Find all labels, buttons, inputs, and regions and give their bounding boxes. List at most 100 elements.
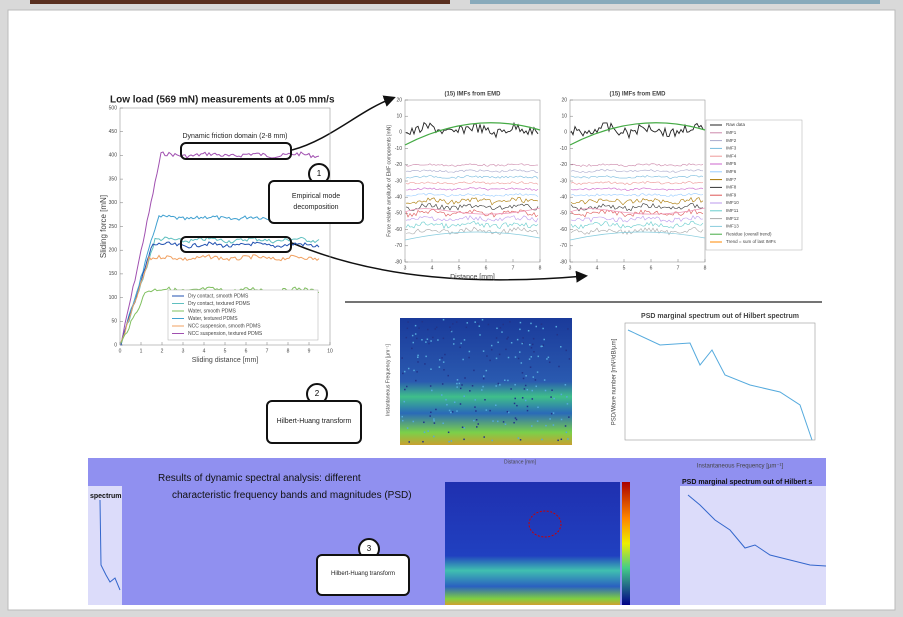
noise [450,411,452,414]
x-tick-label: 3 [404,265,407,271]
y-tick-label: -10 [560,146,567,152]
noise [482,385,484,388]
legend-label: Water, smooth PDMS [188,308,237,314]
y-tick-label: 350 [109,176,118,182]
noise [535,385,537,388]
noise [504,379,506,381]
noise [485,369,488,372]
spectrogram [400,318,572,445]
noise [429,415,431,417]
noise [501,331,503,333]
chart-title: (15) IMFs from EMD [609,92,666,98]
noise [474,321,476,323]
noise [495,404,497,407]
noise [521,372,524,374]
noise [506,410,509,413]
noise [418,327,420,329]
noise [403,370,406,373]
noise [498,353,501,356]
x-tick-label: 8 [287,348,290,354]
noise [415,379,417,382]
noise [459,346,461,349]
top-strip [470,0,880,4]
noise [497,382,500,385]
noise [502,323,504,326]
noise [446,403,448,406]
top-strip [30,0,450,4]
legend-label: IMF4 [726,153,737,158]
arrow [291,242,588,283]
legend-label: Residue (overall trend) [726,231,772,236]
x-tick-label: 9 [308,348,311,354]
noise [479,334,481,336]
noise [530,356,533,358]
legend-label: IMF13 [726,224,739,229]
noise [517,357,520,360]
noise [519,328,521,331]
noise [564,425,567,427]
curve [405,220,539,230]
x-axis-label: Sliding distance [mm] [192,357,259,364]
noise [448,409,451,412]
noise [458,382,461,385]
callout: Hilbert-Huang transform [316,554,410,596]
fragment-title: PSD marginal spectrum out of Hilbert s [682,479,812,486]
noise [556,333,559,336]
noise [433,420,435,422]
noise [447,374,449,377]
curve [570,197,704,206]
noise [504,423,507,426]
curve [405,121,539,139]
noise [546,358,548,360]
noise [447,431,450,434]
y-tick-label: -30 [395,178,402,184]
legend-label: IMF1 [726,130,737,135]
noise [567,328,569,330]
legend-label: NCC suspension, smooth PDMS [188,323,261,329]
noise [532,337,535,340]
noise [440,394,443,396]
callout: Hilbert-Huang transform [266,400,362,444]
noise [456,386,458,388]
fragment-title: spectrum [90,493,122,500]
curve [120,254,320,343]
noise [481,319,484,321]
noise [551,389,553,391]
y-tick-label: 10 [396,114,402,120]
x-axis-label: Distance [mm] [504,459,537,465]
x-tick-label: 4 [203,348,206,354]
noise [529,366,532,368]
curve [405,193,539,197]
imf [569,231,706,241]
noise [510,342,513,344]
y-tick-label: 200 [109,248,118,254]
noise [477,322,479,325]
noise [483,436,485,438]
x-tick-label: 3 [182,348,185,354]
noise [432,336,434,339]
noise [536,420,539,422]
trend [404,122,541,146]
results-text: Results of dynamic spectral analysis: di… [158,473,412,501]
noise [401,357,403,359]
noise [435,326,438,329]
noise [474,406,476,408]
legend-label: Trend = sum of last IMFs [726,239,776,244]
legend-label: IMF5 [726,161,737,166]
psd-curve [687,494,827,567]
y-tick-label: 300 [109,200,118,206]
y-tick-label: 450 [109,129,118,135]
noise [442,422,444,425]
noise [431,389,433,392]
noise [443,369,445,371]
noise [553,397,555,400]
noise [490,344,493,347]
noise [402,419,404,422]
noise [568,416,570,418]
y-tick-label: 10 [561,114,567,120]
noise [441,383,444,385]
noise [535,325,537,328]
noise [495,357,498,360]
curve [570,215,704,223]
x-tick-label: 4 [596,265,599,271]
